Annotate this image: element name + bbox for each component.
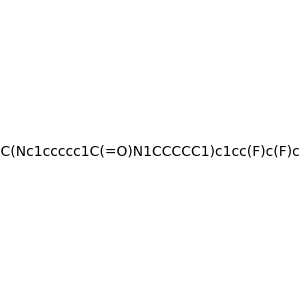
Text: O=C(Nc1ccccc1C(=O)N1CCCCC1)c1cc(F)c(F)cc1Cl: O=C(Nc1ccccc1C(=O)N1CCCCC1)c1cc(F)c(F)cc… <box>0 145 300 158</box>
